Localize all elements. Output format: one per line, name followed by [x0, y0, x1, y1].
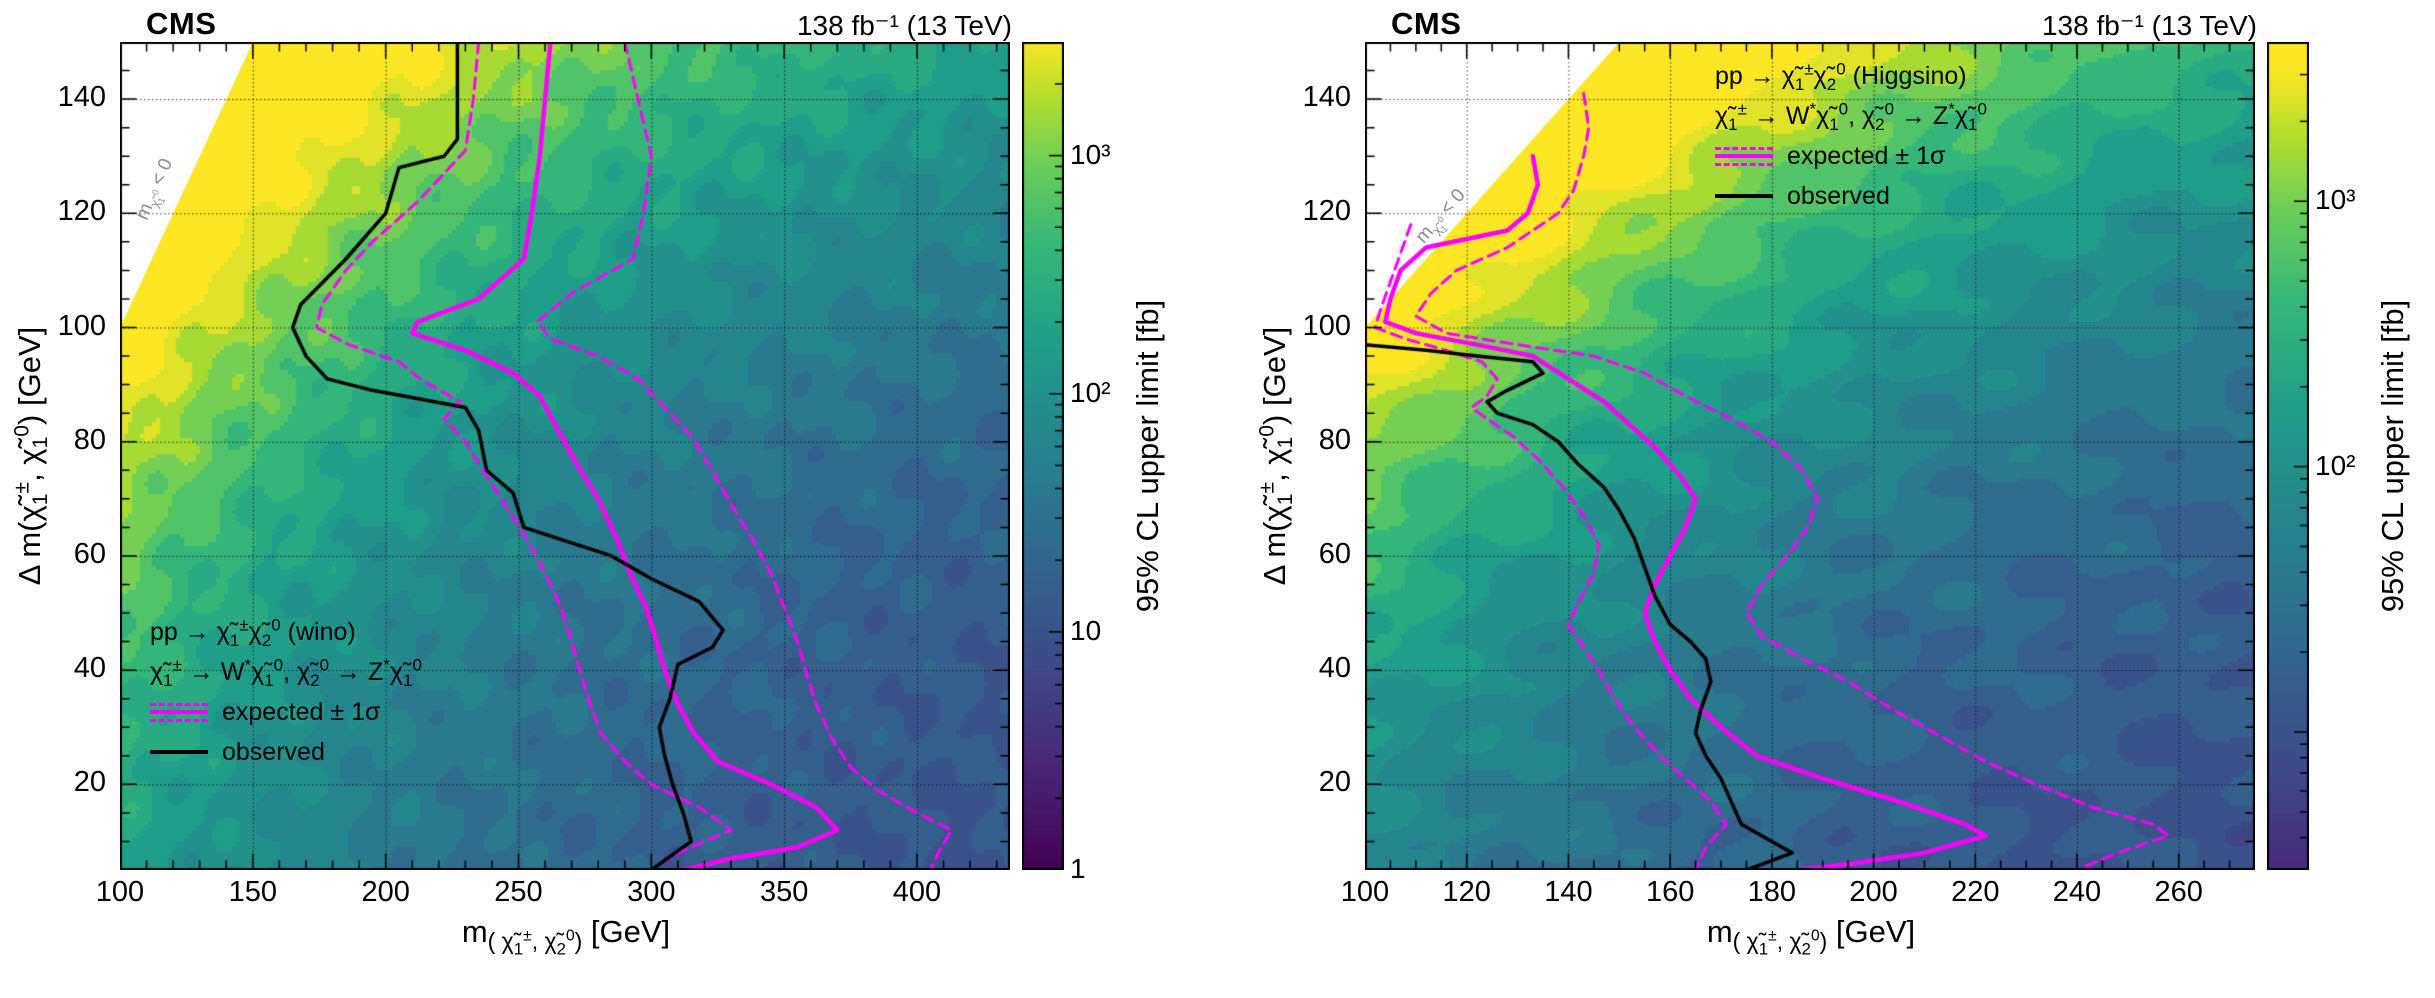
observed-line-marker	[150, 750, 208, 754]
y-tick-label: 20	[73, 766, 106, 799]
y-tick-label: 120	[57, 195, 106, 228]
colorbar-tick-label: 10²	[1070, 376, 1111, 408]
x-tick-label: 180	[1747, 876, 1797, 908]
legend-expected: expected ± 1σ	[1715, 136, 1987, 176]
legend-observed: observed	[150, 732, 422, 772]
x-tick-label: 100	[95, 876, 145, 908]
luminosity-label: 138 fb⁻¹ (13 TeV)	[2041, 10, 2257, 41]
colorbar-tick-label: 10²	[2315, 449, 2356, 481]
y-tick-label: 80	[1318, 423, 1351, 456]
legend-observed: observed	[1715, 176, 1987, 216]
x-tick-label: 200	[361, 876, 410, 908]
legend-expected: expected ± 1σ	[150, 692, 422, 732]
x-tick-label: 100	[1340, 876, 1390, 908]
x-tick-label: 350	[759, 876, 809, 908]
y-tick-label: 140	[57, 81, 106, 114]
x-tick-label: 250	[494, 876, 543, 908]
x-tick-label: 260	[2154, 876, 2203, 908]
y-tick-label: 60	[73, 537, 106, 570]
x-tick-label: 240	[2052, 876, 2102, 908]
x-tick-label: 300	[627, 876, 676, 908]
luminosity-label: 138 fb⁻¹ (13 TeV)	[796, 10, 1012, 41]
legend-process: pp → χ̃1±χ̃20 (wino)	[150, 615, 356, 650]
x-tick-label: 150	[228, 876, 278, 908]
x-tick-label: 140	[1544, 876, 1593, 908]
plot-header: CMS 138 fb⁻¹ (13 TeV)	[120, 6, 1012, 41]
panel-higgsino: CMS 138 fb⁻¹ (13 TeV) Δ m(χ̃1±, χ̃10) [G…	[1245, 0, 2435, 998]
expected-line-marker	[1715, 146, 1773, 166]
x-axis-title: m( χ̃1±, χ̃20) [GeV]	[461, 914, 671, 959]
x-tick-label: 160	[1645, 876, 1695, 908]
y-tick-label: 100	[57, 309, 106, 342]
plot-legend: pp → χ̃1±χ̃20 (Higgsino) χ̃1± → W*χ̃10, …	[1715, 56, 1987, 216]
y-tick-label: 20	[1318, 766, 1351, 799]
y-tick-label: 40	[1318, 652, 1351, 685]
colorbar-tick-label: 10³	[2315, 184, 2356, 216]
x-tick-label: 200	[1849, 876, 1898, 908]
y-tick-label: 120	[1302, 195, 1351, 228]
x-tick-label: 400	[892, 876, 942, 908]
cms-label: CMS	[1391, 6, 1462, 41]
plot-legend: pp → χ̃1±χ̃20 (wino) χ̃1± → W*χ̃10, χ̃20…	[150, 612, 422, 772]
x-axis-title: m( χ̃1±, χ̃20) [GeV]	[1706, 914, 1916, 959]
x-tick-label: 120	[1442, 876, 1491, 908]
colorbar-tick-label: 10	[1070, 614, 1102, 646]
panel-wino: CMS 138 fb⁻¹ (13 TeV) Δ m(χ̃1±, χ̃10) [G…	[0, 0, 1190, 998]
expected-line-marker	[150, 702, 208, 722]
colorbar-tick-label: 10³	[1070, 138, 1111, 170]
y-tick-label: 100	[1302, 309, 1351, 342]
legend-decay: χ̃1± → W*χ̃10, χ̃20 → Z*χ̃10	[150, 655, 422, 690]
observed-line-marker	[1715, 194, 1773, 198]
legend-decay: χ̃1± → W*χ̃10, χ̃20 → Z*χ̃10	[1715, 99, 1987, 134]
plot-header: CMS 138 fb⁻¹ (13 TeV)	[1365, 6, 2257, 41]
colorbar	[2267, 42, 2309, 870]
heatmap-canvas	[120, 42, 1010, 870]
legend-process: pp → χ̃1±χ̃20 (Higgsino)	[1715, 59, 1967, 94]
y-tick-label: 140	[1302, 81, 1351, 114]
y-tick-label: 40	[73, 652, 106, 685]
colorbar	[1022, 42, 1064, 870]
x-tick-label: 220	[1951, 876, 2000, 908]
colorbar-tick-label: 1	[1070, 853, 1086, 884]
y-tick-label: 80	[73, 423, 106, 456]
y-tick-label: 60	[1318, 537, 1351, 570]
cms-label: CMS	[146, 6, 217, 41]
heatmap-canvas	[1365, 42, 2255, 870]
